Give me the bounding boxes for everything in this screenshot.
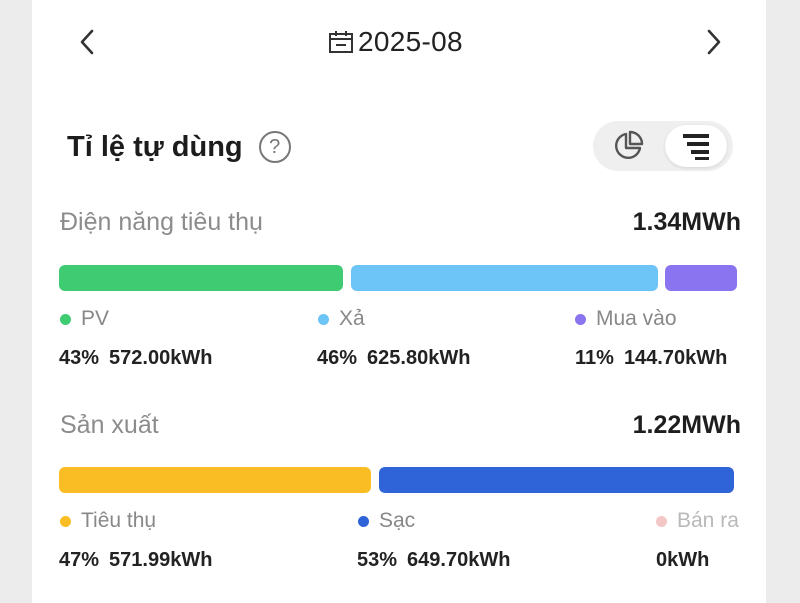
pv-dot-icon: [60, 313, 71, 325]
legend-label: Xả: [339, 307, 365, 330]
legend-label: Tiêu thụ: [81, 509, 157, 532]
self-consumption-energy: 571.99kWh: [109, 549, 213, 571]
charge-dot-icon: [358, 515, 369, 527]
production-charge-segment: [379, 467, 734, 493]
production-total: 1.22MWh: [632, 411, 741, 439]
self-consumption-percent: 47%: [59, 549, 100, 571]
legend-consumption: Tiêu thụ: [60, 509, 156, 533]
help-icon[interactable]: ?: [258, 131, 291, 163]
production-label: Sản xuất: [60, 411, 159, 439]
buy-dot-icon: [575, 313, 586, 325]
chart-view-toggle: [593, 121, 733, 171]
pv-value: 43% 572.00kWh: [59, 347, 212, 370]
legend-label: Bán ra: [677, 509, 739, 532]
discharge-value: 46% 625.80kWh: [317, 347, 470, 370]
date-navigator: 2025-08: [32, 0, 766, 84]
buy-value: 11% 144.70kWh: [575, 347, 727, 370]
previous-month-button[interactable]: [69, 24, 105, 60]
pv-percent: 43%: [59, 347, 100, 369]
sell-dot-icon: [656, 515, 667, 527]
buy-percent: 11%: [575, 347, 614, 369]
pie-chart-icon: [615, 130, 644, 159]
self-use-card: 2025-08 Tỉ lệ tự dùng ? Điện: [32, 0, 766, 603]
legend-label: Sạc: [379, 509, 416, 532]
section-header: Tỉ lệ tự dùng ?: [67, 124, 291, 170]
discharge-dot-icon: [318, 313, 329, 325]
charge-energy: 649.70kWh: [407, 549, 511, 571]
month-picker[interactable]: 2025-08: [328, 24, 463, 60]
legend-pv: PV: [60, 307, 109, 331]
consumption-bar: [59, 265, 739, 291]
legend-discharge: Xả: [318, 307, 365, 331]
pie-view-button[interactable]: [597, 125, 659, 167]
consumption-label: Điện năng tiêu thụ: [60, 208, 263, 236]
production-bar: [59, 467, 739, 493]
buy-energy: 144.70kWh: [623, 347, 728, 369]
legend-label: PV: [81, 307, 110, 330]
current-month: 2025-08: [358, 26, 463, 57]
legend-charge: Sạc: [358, 509, 415, 533]
sell-value: 0kWh: [656, 549, 709, 572]
next-month-button[interactable]: [696, 24, 732, 60]
consumption-dot-icon: [60, 515, 71, 527]
consumption-buy-segment: [665, 265, 737, 291]
pv-energy: 572.00kWh: [109, 347, 213, 369]
chevron-right-icon: [707, 29, 721, 55]
consumption-discharge-segment: [351, 265, 658, 291]
charge-percent: 53%: [357, 549, 398, 571]
consumption-total: 1.34MWh: [632, 208, 741, 236]
stacked-bars-icon: [683, 134, 709, 160]
sell-energy: 0kWh: [656, 549, 710, 571]
discharge-percent: 46%: [317, 347, 358, 369]
production-consumption-segment: [59, 467, 371, 493]
self-consumption-value: 47% 571.99kWh: [59, 549, 212, 572]
legend-buy: Mua vào: [575, 307, 677, 331]
calendar-icon: [329, 31, 353, 53]
legend-label: Mua vào: [596, 307, 677, 330]
bar-view-button[interactable]: [665, 125, 727, 167]
chevron-left-icon: [80, 29, 94, 55]
section-title: Tỉ lệ tự dùng: [67, 130, 243, 163]
consumption-pv-segment: [59, 265, 343, 291]
discharge-energy: 625.80kWh: [367, 347, 471, 369]
legend-sell: Bán ra: [656, 509, 739, 533]
charge-value: 53% 649.70kWh: [357, 549, 510, 572]
